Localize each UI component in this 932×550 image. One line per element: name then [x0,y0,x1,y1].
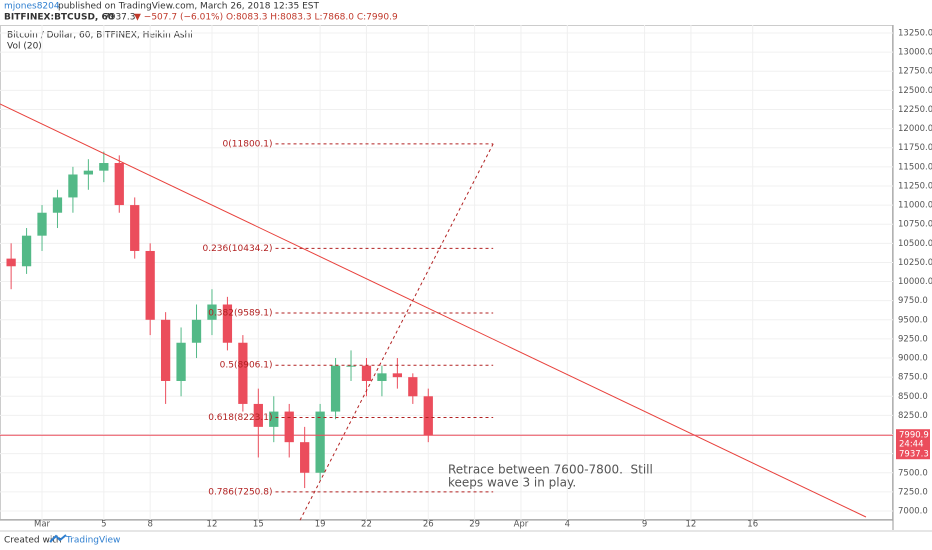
y-tick-label: 13250.0 [898,28,932,38]
fib-label: 0.236(10434.2) [202,244,272,254]
fib-label: 0.5(8906.1) [220,361,273,371]
footer-brand[interactable]: TradingView [65,536,120,546]
y-tick-label: 11000.0 [898,201,932,211]
candle-body [423,396,433,436]
y-tick-label: 10500.0 [898,239,932,249]
y-tick-label: 10250.0 [898,258,932,268]
fib-label: 0.786(7250.8) [208,487,272,497]
candle-body [6,258,16,267]
candle-body [222,304,233,343]
annotation: Retrace between 7600-7800. Still [448,463,653,477]
candle-body [315,411,325,473]
candle-body [191,319,202,343]
author[interactable]: mjones8204 [4,2,60,12]
trendline [0,103,867,518]
x-tick-label: 4 [565,520,570,530]
price-tag: 7990.9 [899,431,929,441]
fib-diagonal [299,143,494,521]
y-tick-label: 9750.0 [898,296,928,306]
y-tick-label: 8750.0 [898,373,928,383]
candle-body [392,373,403,378]
y-tick-label: 11250.0 [898,181,932,191]
x-tick-label: 22 [361,520,372,530]
candle-body [160,319,171,381]
y-tick-label: 7250.0 [898,487,928,497]
last: 7937.3 [104,13,136,23]
candle-body [176,342,186,381]
x-tick-label: Mar [34,520,51,530]
candle-body [114,163,124,206]
y-tick-label: 7500.0 [898,468,928,478]
candle-body [99,163,109,171]
candle-body [37,212,47,236]
y-tick-label: 9500.0 [898,315,928,325]
candle-body [68,174,78,198]
indicator: Vol (20) [7,42,42,52]
y-tick-label: 7000.0 [898,506,928,516]
y-tick-label: 9000.0 [898,354,928,364]
candle-body [21,235,32,267]
change: ▼ −507.7 (−6.01%) [134,13,223,23]
candle-body [269,411,279,427]
y-tick-label: 8500.0 [898,392,928,402]
y-tick-label: 9250.0 [898,334,928,344]
published: published on TradingView.com, March 26, … [58,2,319,12]
candle-body [253,403,263,427]
x-tick-label: 9 [642,520,647,530]
candle-body [83,170,94,175]
symbol: BITFINEX:BTCUSD, 60 [4,13,114,23]
candle-body [330,365,341,412]
candle-body [300,442,310,473]
x-tick-label: 16 [747,520,758,530]
x-tick-label: 12 [686,520,697,530]
price-tag: 7937.3 [899,450,929,460]
x-tick-label: 5 [101,520,106,530]
candle-body [130,205,140,251]
x-tick-label: 8 [147,520,152,530]
footer-created: Created with [4,536,62,546]
price-tag-bg [896,429,930,460]
ohlc: O:8083.3 H:8083.3 L:7868.0 C:7990.9 [226,13,398,23]
x-tick-label: 29 [469,520,480,530]
x-tick-label: 15 [253,520,264,530]
y-tick-label: 12750.0 [898,67,932,77]
candle-body [346,365,356,367]
y-tick-label: 10750.0 [898,220,932,230]
fib-label: 0.618(8223.1) [208,413,272,423]
x-tick-label: 12 [207,520,218,530]
y-tick-label: 8250.0 [898,411,928,421]
candle-body [238,342,248,404]
price-tag: 24:44 [899,440,924,450]
candle-body [284,411,294,443]
y-tick-label: 12500.0 [898,86,932,96]
candle-body [52,197,63,213]
fib-label: 0(11800.1) [223,139,273,149]
x-tick-label: Apr [514,520,529,530]
chart-title: Bitcoin / Dollar, 60, BITFINEX, Heikin A… [7,31,193,41]
y-tick-label: 11750.0 [898,143,932,153]
fib-label: 0.382(9589.1) [208,308,272,318]
y-tick-label: 10000.0 [898,277,932,287]
x-tick-label: 19 [315,520,326,530]
y-tick-label: 13000.0 [898,48,932,58]
candle-body [408,377,418,397]
candle-body [207,304,217,320]
annotation: keeps wave 3 in play. [448,476,576,490]
y-tick-label: 11500.0 [898,162,932,172]
candle-body [361,365,372,381]
candle-body [145,250,155,320]
logo [49,534,67,543]
candle-body [377,373,387,381]
x-tick-label: 26 [423,520,434,530]
y-tick-label: 12250.0 [898,105,932,115]
y-tick-label: 12000.0 [898,124,932,134]
